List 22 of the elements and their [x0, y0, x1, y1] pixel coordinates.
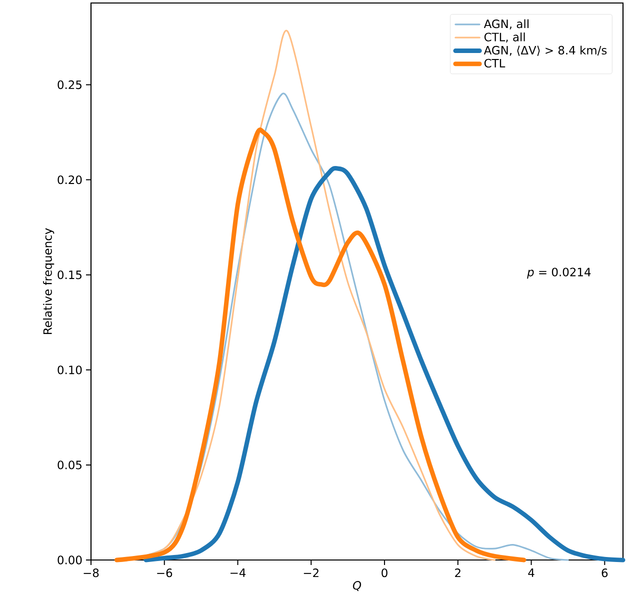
- y-axis-title: Relative frequency: [43, 228, 54, 334]
- x-tick-label: 4: [528, 568, 534, 577]
- legend-label: CTL, all: [484, 32, 525, 43]
- y-tick-label: 0.25: [58, 80, 82, 90]
- x-tick-label: −6: [157, 568, 172, 578]
- y-tick-label: 0.15: [58, 270, 82, 280]
- x-axis-title: Q: [352, 581, 362, 591]
- x-tick-label: 2: [455, 568, 460, 578]
- y-tick-label: 0.00: [58, 556, 82, 564]
- y-tick-label: 0.10: [58, 366, 82, 374]
- x-tick-label: −8: [84, 568, 99, 578]
- y-tick-label: 0.20: [58, 175, 82, 184]
- legend-label: AGN, all: [484, 19, 528, 30]
- x-tick-label: 0: [382, 568, 388, 578]
- x-tick-label: −4: [230, 568, 246, 577]
- legend-label: AGN, ⟨ΔV⟩ > 8.4 km/s: [484, 46, 607, 56]
- x-tick-label: 6: [602, 568, 608, 578]
- legend-label: CTL: [484, 58, 506, 68]
- line-series: [144, 166, 626, 562]
- x-tick-label: −2: [304, 568, 318, 578]
- annotation: p = 0.0214: [527, 268, 591, 279]
- y-tick-label: 0.05: [58, 460, 82, 470]
